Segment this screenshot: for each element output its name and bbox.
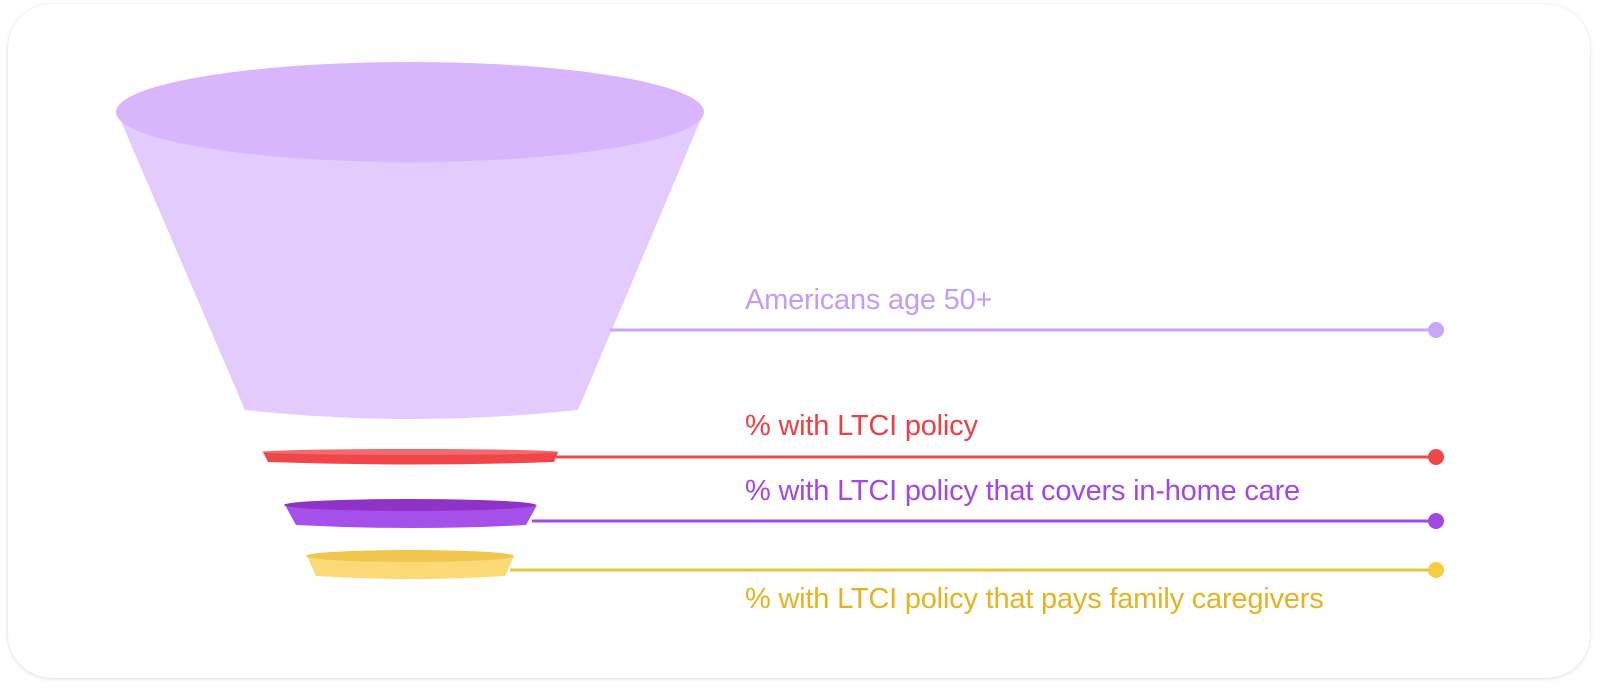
funnel-stage-americans — [116, 62, 704, 419]
connector-ltci — [556, 449, 1444, 465]
connector-in-home — [532, 513, 1444, 529]
funnel-stage-caregivers — [306, 550, 514, 579]
label-americans: Americans age 50+ — [745, 284, 993, 316]
label-in-home: % with LTCI policy that covers in-home c… — [745, 475, 1300, 507]
funnel-stage-ltci — [262, 449, 558, 465]
label-ltci: % with LTCI policy — [745, 410, 978, 442]
label-caregivers: % with LTCI policy that pays family care… — [745, 583, 1324, 615]
connector-americans — [610, 322, 1444, 338]
connector-caregivers — [510, 562, 1444, 578]
funnel-stage-in-home — [284, 499, 537, 528]
